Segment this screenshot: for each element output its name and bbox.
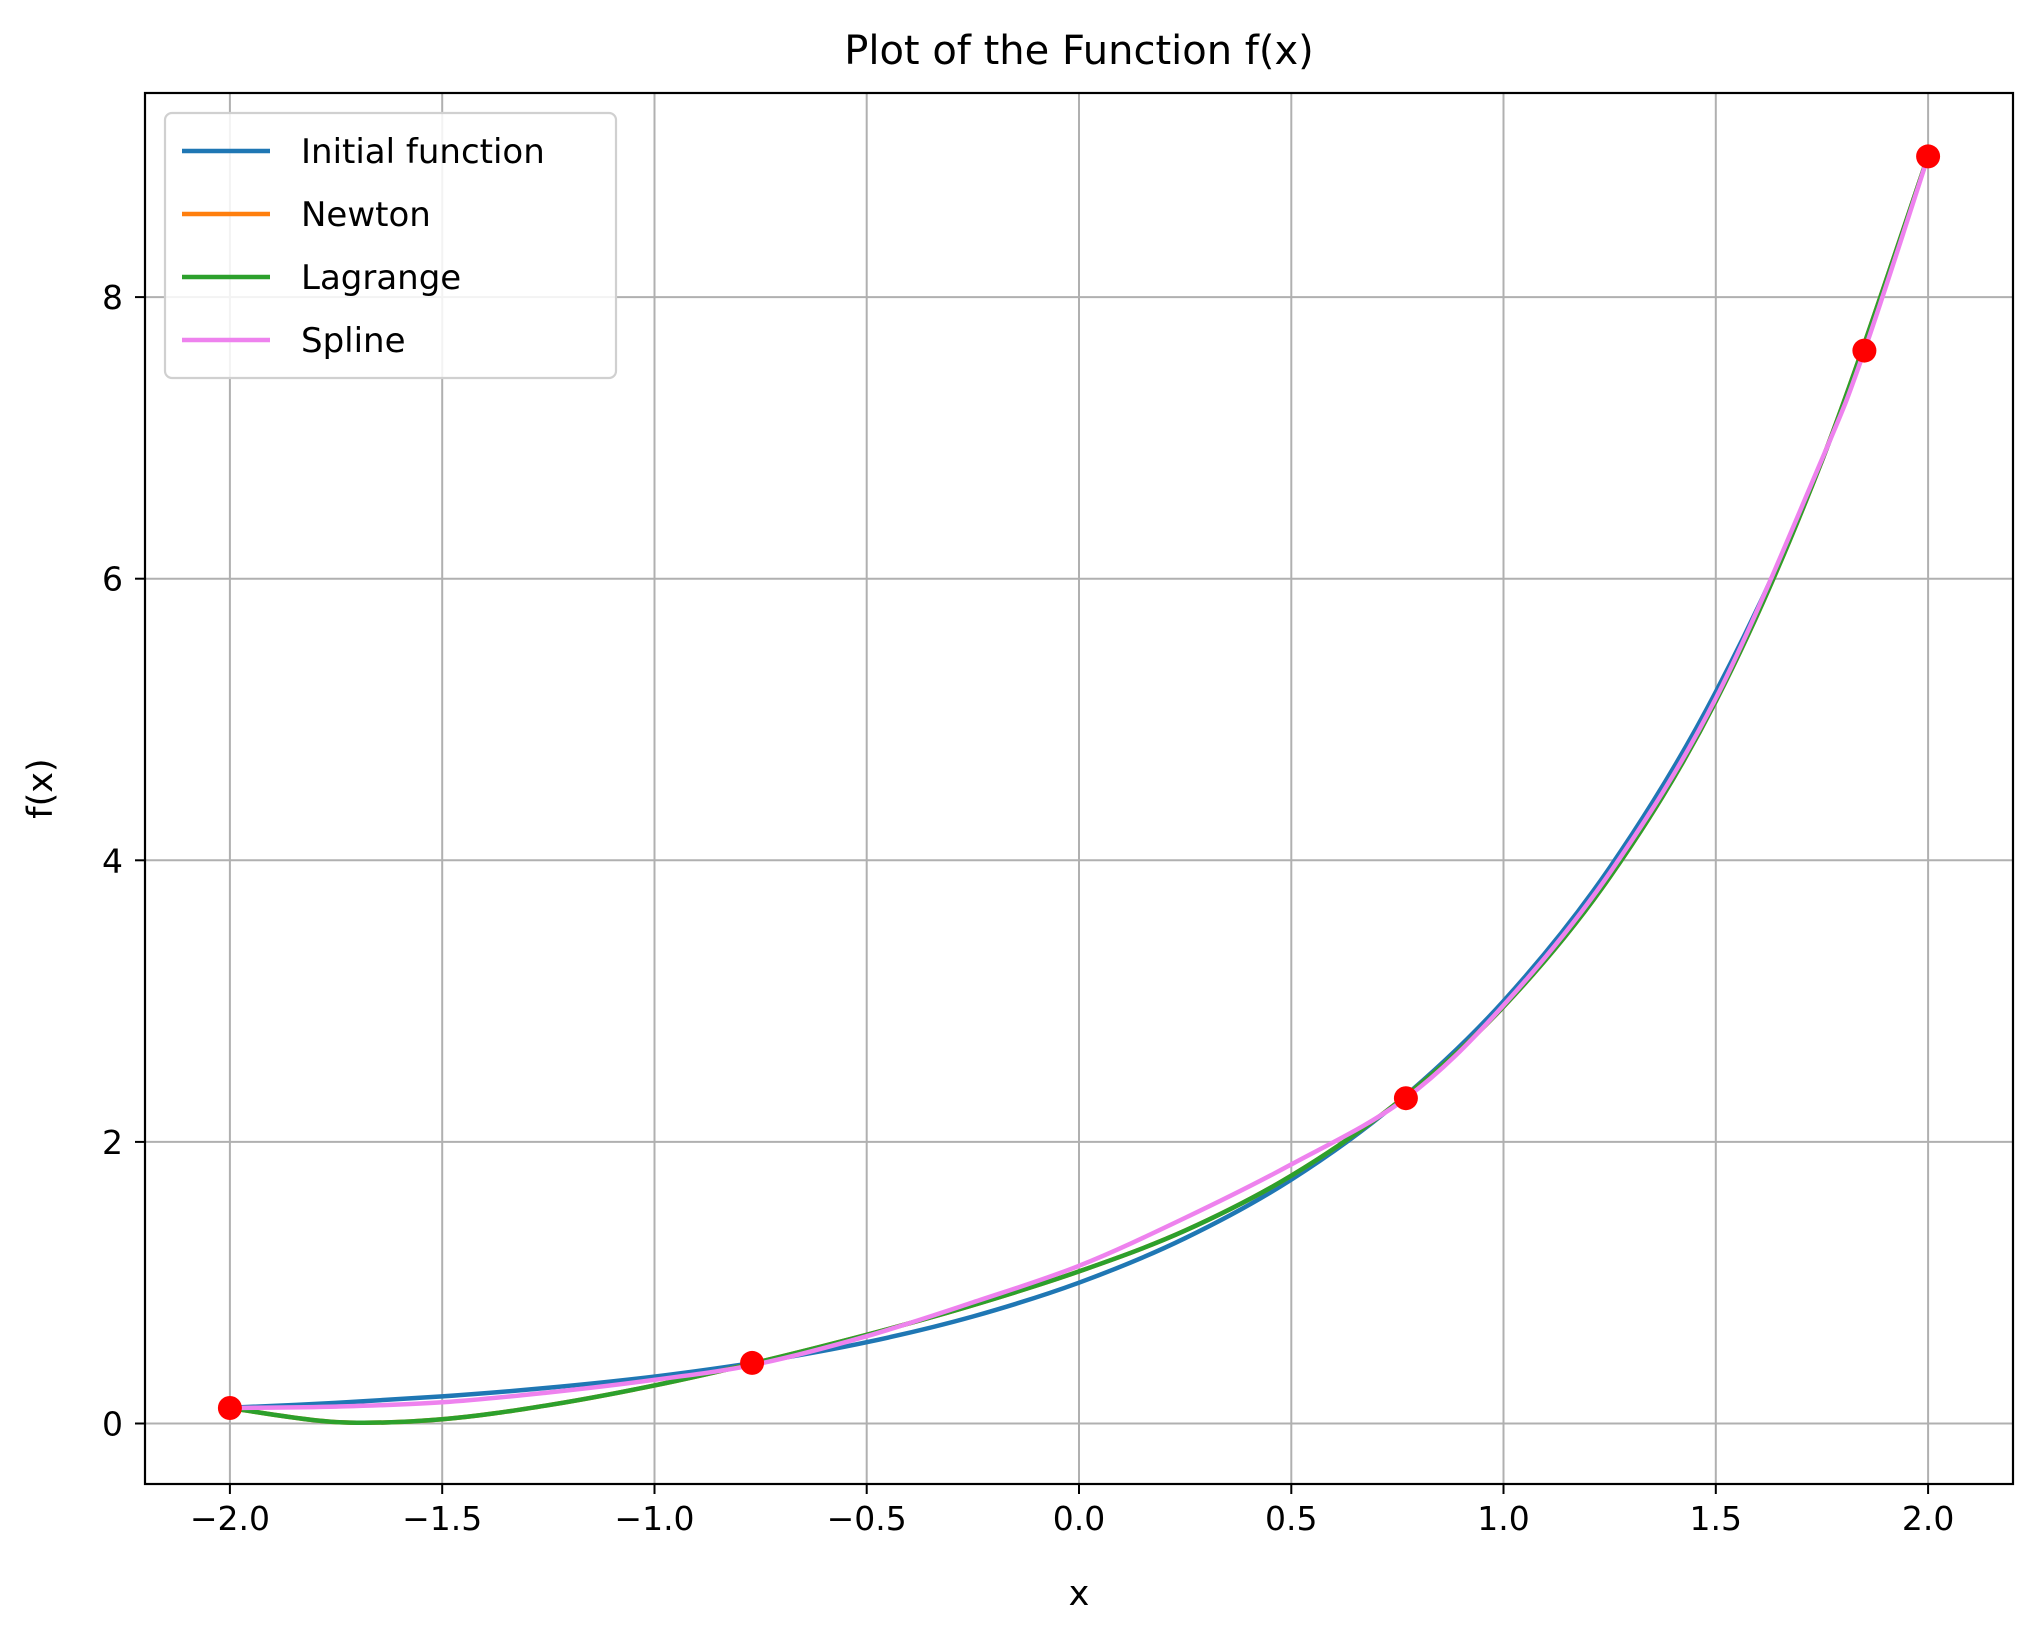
series-line-initial-function (227, 154, 1931, 1411)
series-line-spline (227, 154, 1931, 1411)
y-tick-label: 6 (102, 560, 123, 599)
x-tick-label: 0.5 (1265, 1499, 1317, 1538)
x-tick-label: 2.0 (1902, 1499, 1954, 1538)
x-tick-label: −1.5 (402, 1499, 482, 1538)
data-point (1393, 1086, 1418, 1111)
y-tick-label: 2 (102, 1123, 123, 1162)
x-tick-label: 1.0 (1477, 1499, 1529, 1538)
x-tick-label: −0.5 (827, 1499, 907, 1538)
legend-label-lagrange: Lagrange (301, 258, 461, 298)
y-tick-label: 8 (102, 278, 123, 317)
chart-title: Plot of the Function f(x) (844, 28, 1314, 74)
curves (227, 154, 1931, 1426)
y-tick-label: 4 (102, 841, 123, 880)
legend: Initial function Newton Lagrange Spline (163, 111, 618, 380)
legend-label-initial-function: Initial function (301, 132, 545, 172)
x-tick-label: 1.5 (1690, 1499, 1742, 1538)
grid (145, 93, 2013, 1484)
y-axis-ticks: 0 2 4 6 8 (102, 278, 145, 1444)
y-tick-label: 0 (102, 1405, 123, 1444)
x-axis-ticks: −2.0 −1.5 −1.0 −0.5 0.0 0.5 1.0 1.5 2.0 (190, 1484, 1954, 1538)
x-tick-label: −1.0 (614, 1499, 694, 1538)
data-point (1916, 144, 1941, 169)
data-point (1852, 338, 1877, 363)
x-axis-label: x (1069, 1574, 1090, 1614)
y-axis-label: f(x) (21, 758, 61, 818)
interpolation-nodes (217, 144, 1941, 1420)
legend-label-newton: Newton (301, 195, 431, 235)
x-tick-label: 0.0 (1053, 1499, 1105, 1538)
data-point (740, 1350, 765, 1375)
data-point (217, 1396, 242, 1420)
x-tick-label: −2.0 (190, 1499, 270, 1538)
legend-box (163, 111, 618, 380)
legend-label-spline: Spline (301, 321, 406, 361)
